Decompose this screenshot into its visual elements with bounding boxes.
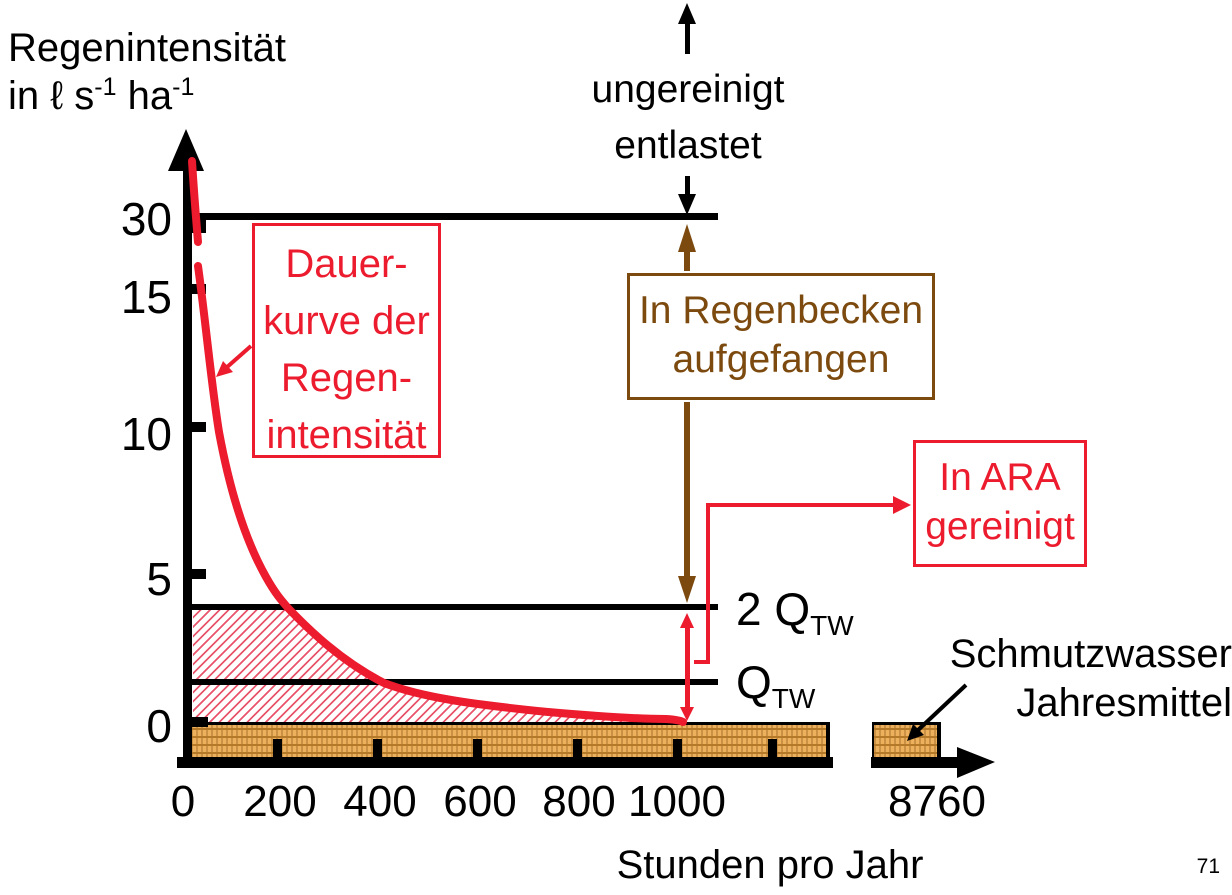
sewage-label-line2: Jahresmittel (1016, 681, 1232, 725)
page-number: 71 (1196, 855, 1220, 878)
x-tick-1000 (673, 739, 682, 758)
basin-label-box: In Regenbecken aufgefangen (627, 273, 935, 400)
x-axis-line-main (177, 757, 833, 768)
ara-label-box: In ARA gereinigt (913, 440, 1087, 567)
ara-connector-line (694, 503, 894, 664)
basin-arrow-shaft-bottom (684, 402, 690, 580)
label-qtw-subscript: TW (771, 683, 816, 714)
sewage-band-8760-piece (872, 722, 941, 757)
y-tick-label-15: 15 (120, 271, 172, 323)
y-tick-label-10: 10 (120, 408, 172, 460)
ara-connector-arrowhead (893, 496, 911, 514)
untreated-up-arrow-shaft (685, 20, 690, 54)
ara-span-arrow-shaft (685, 626, 690, 710)
basin-label-line2: aufgefangen (672, 338, 890, 381)
x-tick-label-1000: 1000 (628, 777, 726, 826)
duration-curve-upper-segment (188, 157, 202, 246)
y-axis-unit-exponent-1: -1 (94, 73, 117, 101)
y-axis-line (183, 160, 192, 768)
x-tick-800 (573, 739, 582, 758)
untreated-label: ungereinigt entlastet (538, 62, 838, 174)
x-axis-arrowhead (957, 747, 995, 778)
y-tick-15 (184, 284, 206, 294)
duration-curve (194, 262, 687, 726)
x-tick-1200 (768, 739, 777, 758)
basin-arrow-shaft-top (684, 248, 690, 271)
y-axis-unit-exponent-2: -1 (172, 73, 195, 101)
curve-label-line2: kurve der (263, 299, 430, 343)
curve-label-arrow-line (224, 344, 253, 370)
label-2qtw-base: 2 Q (736, 583, 811, 635)
y-tick-label-5: 5 (146, 553, 172, 605)
x-tick-200 (273, 739, 282, 758)
untreated-label-line1: ungereinigt (591, 68, 785, 111)
ara-span-arrowhead-up (680, 613, 694, 628)
y-tick-label-30: 30 (120, 193, 172, 245)
untreated-label-line2: entlastet (614, 124, 762, 167)
sewage-band-main (186, 722, 830, 757)
curve-label-line1: Dauer- (285, 242, 408, 286)
sewage-arrow-line (914, 683, 968, 734)
x-tick-label-0: 0 (170, 777, 196, 826)
x-tick-label-800: 800 (542, 777, 616, 826)
y-tick-label-0: 0 (146, 700, 172, 752)
y-tick-5 (184, 569, 206, 579)
curve-label-arrowhead (216, 361, 233, 377)
line-qtw (186, 679, 718, 685)
line-30 (186, 213, 718, 220)
curve-label-line3: Regen- (280, 356, 413, 400)
line-2qtw (186, 604, 718, 610)
y-axis-unit-prefix: in ℓ s (8, 74, 95, 118)
ara-span-arrowhead-down (680, 707, 694, 721)
x-tick-label-600: 600 (443, 777, 517, 826)
x-tick-label-400: 400 (343, 777, 417, 826)
label-2qtw: 2 QTW (736, 583, 854, 640)
label-2qtw-subscript: TW (810, 610, 854, 641)
y-tick-10 (184, 422, 206, 432)
sewage-arrowhead (907, 724, 924, 741)
basin-arrowhead-up (678, 224, 696, 252)
basin-arrowhead-down (678, 576, 696, 603)
untreated-up-arrowhead (678, 3, 696, 24)
y-tick-0 (184, 717, 208, 727)
y-axis-unit: in ℓ s-1 ha-1 (8, 72, 286, 120)
y-axis-unit-mid: ha (116, 74, 173, 118)
curve-label-box: Dauer- kurve der Regen- intensität (252, 223, 441, 458)
x-axis-line-extension (871, 757, 959, 768)
sewage-label: Schmutzwasser Jahresmittel (930, 630, 1232, 728)
curve-label-line4: intensität (266, 413, 427, 457)
x-tick-label-8760: 8760 (888, 777, 986, 826)
basin-label-line1: In Regenbecken (638, 289, 924, 332)
x-axis-title: Stunden pro Jahr (616, 843, 924, 887)
untreated-down-arrowhead (678, 194, 696, 215)
ara-label-line2: gereinigt (925, 505, 1075, 548)
x-tick-600 (473, 739, 482, 758)
ara-label-line1: In ARA (939, 456, 1061, 499)
sewage-label-line1: Schmutzwasser (949, 632, 1232, 676)
x-tick-400 (373, 739, 382, 758)
label-qtw: QTW (736, 656, 815, 713)
y-axis-title-line1: Regenintensität (8, 26, 286, 70)
y-axis-title: Regenintensität in ℓ s-1 ha-1 (8, 24, 286, 120)
x-tick-label-200: 200 (243, 777, 317, 826)
label-qtw-base: Q (736, 656, 772, 708)
y-axis-arrowhead (168, 129, 204, 171)
untreated-down-arrow-shaft (685, 176, 690, 200)
